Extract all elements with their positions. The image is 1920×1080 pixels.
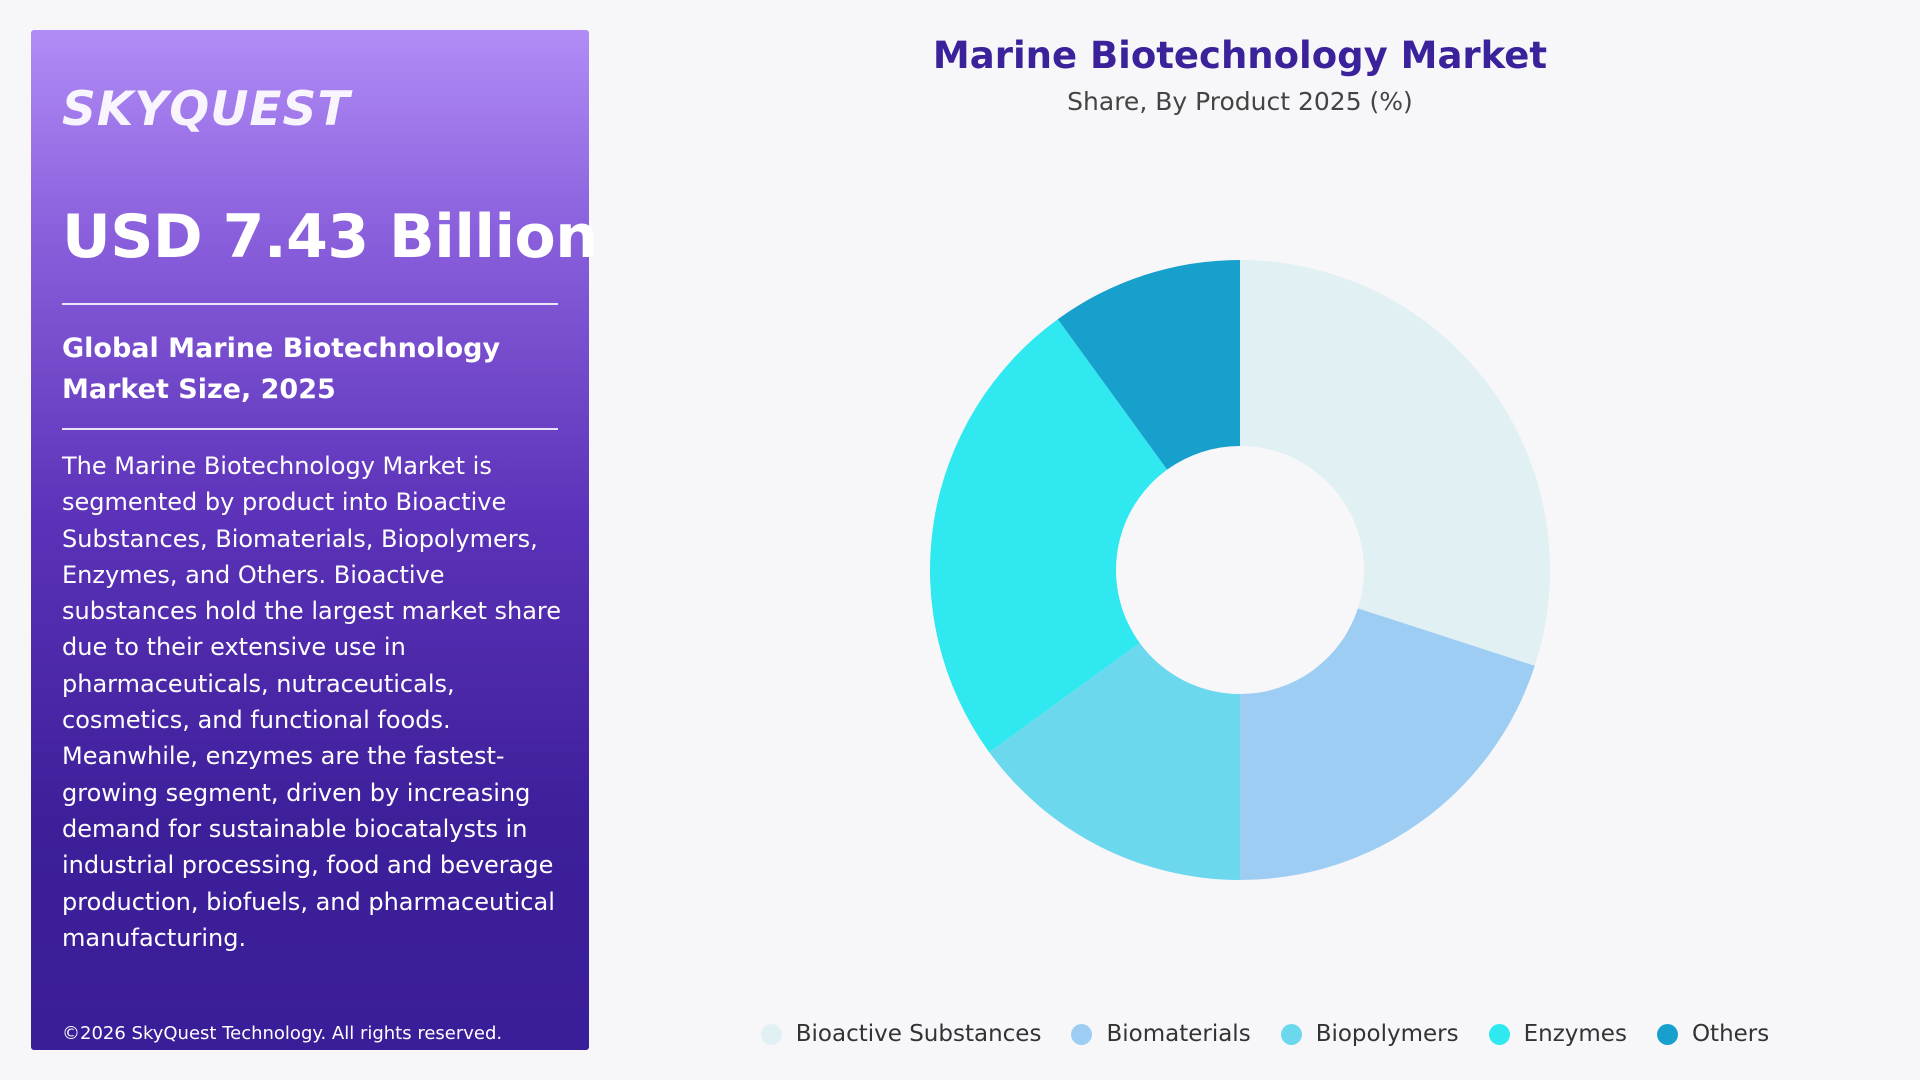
market-description: The Marine Biotechnology Market is segme… xyxy=(62,452,562,952)
legend-label: Others xyxy=(1691,1021,1770,1047)
legend-label: Biomaterials xyxy=(1106,1021,1251,1047)
legend-label: Biopolymers xyxy=(1315,1021,1459,1047)
legend-item: Biopolymers xyxy=(1280,1021,1459,1047)
legend-swatch-icon xyxy=(1488,1023,1510,1045)
legend-swatch-icon xyxy=(1071,1023,1093,1045)
chart-legend: Bioactive Substances Biomaterials Biopolym… xyxy=(740,1016,1790,1052)
legend-item: Others xyxy=(1656,1021,1770,1047)
copyright-notice: ©2026 SkyQuest Technology. All rights re… xyxy=(62,1023,503,1044)
market-size-caption: Global Marine Biotechnology Market Size,… xyxy=(62,333,501,405)
legend-item: Biomaterials xyxy=(1071,1021,1251,1047)
donut-slice-others xyxy=(1057,260,1240,470)
legend-item: Bioactive Substances xyxy=(760,1021,1042,1047)
chart-title: Marine Biotechnology Market xyxy=(932,34,1548,77)
legend-swatch-icon xyxy=(1656,1023,1678,1045)
legend-swatch-icon xyxy=(760,1023,782,1045)
legend-label: Bioactive Substances xyxy=(795,1021,1042,1047)
skyquest-logo: SKYQUEST xyxy=(62,82,351,137)
market-value: USD 7.43 Billion xyxy=(62,202,598,272)
divider-top xyxy=(62,303,558,305)
donut-slice-biopolymers xyxy=(989,642,1240,881)
donut-slice-enzymes xyxy=(930,319,1168,753)
summary-panel: SKYQUEST USD 7.43 Billion Global Marine … xyxy=(31,30,598,1050)
chart-subtitle: Share, By Product 2025 (%) xyxy=(1067,87,1413,116)
donut-slice-bioactive-substances xyxy=(1240,260,1550,666)
legend-swatch-icon xyxy=(1280,1023,1302,1045)
legend-item: Enzymes xyxy=(1488,1021,1627,1047)
legend-label: Enzymes xyxy=(1523,1021,1627,1047)
donut-slice-biomaterials xyxy=(1240,608,1535,880)
divider-bottom xyxy=(62,428,558,430)
